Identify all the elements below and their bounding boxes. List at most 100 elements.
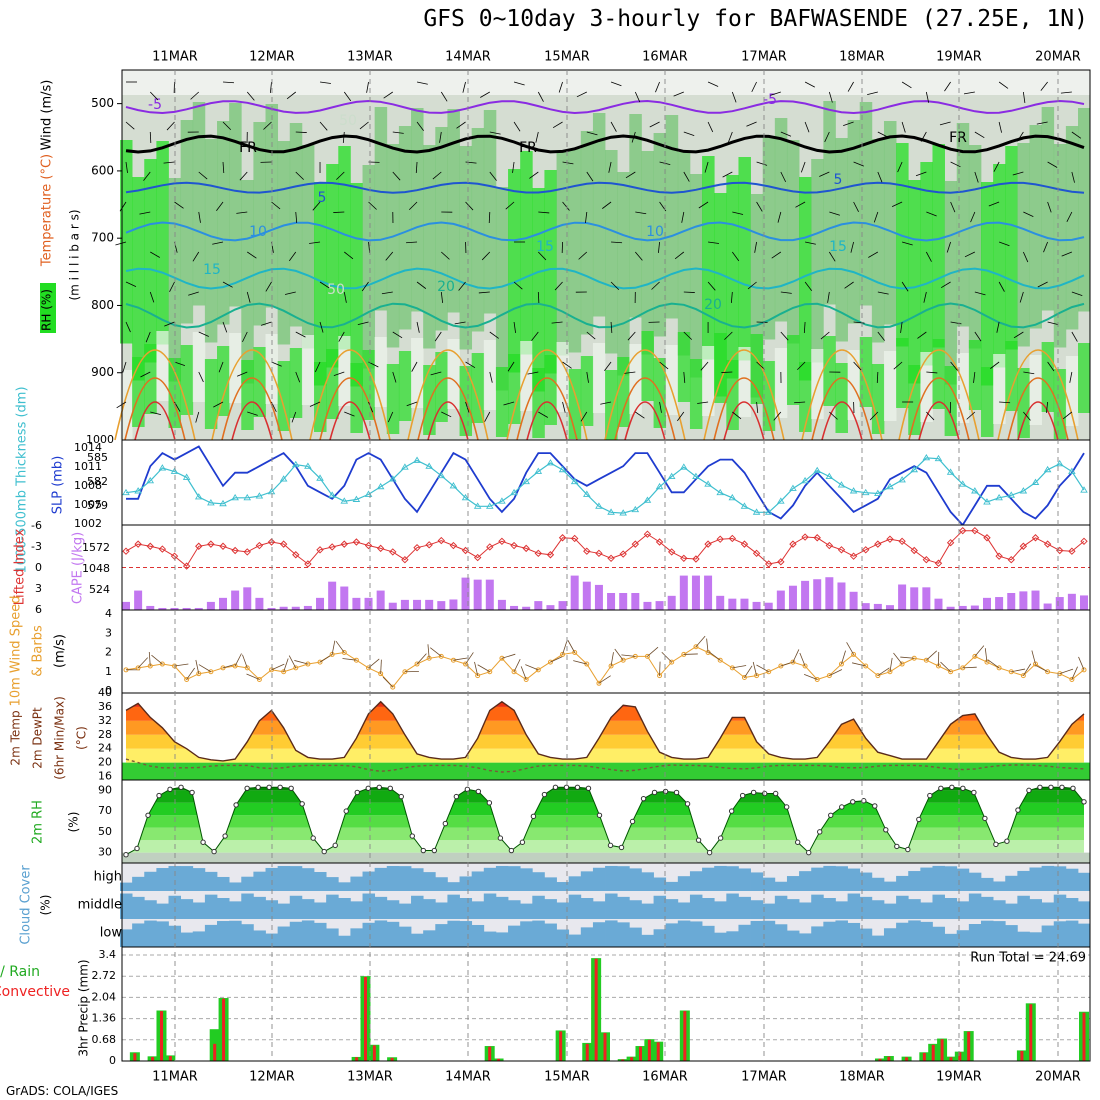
cloud-cover-cell (689, 871, 703, 891)
rh-point (475, 788, 482, 795)
wind-barb (578, 251, 588, 260)
temp-axis-label: (6hr Min/Max) (53, 696, 67, 780)
wind-barb (188, 291, 199, 296)
date-label-bottom: 18MAR (839, 1070, 885, 1085)
wind-barb (805, 241, 816, 245)
wind-barb (998, 81, 1009, 89)
wind-speed-point (644, 653, 650, 659)
precip-convective-bar (931, 1044, 935, 1061)
rh-point (806, 849, 812, 856)
wind-barb (441, 251, 450, 260)
wind-barb (661, 651, 672, 663)
thickness-point (219, 499, 227, 507)
rh-point (596, 812, 603, 818)
wind-speed-point (717, 657, 723, 663)
wind-barb (1031, 650, 1036, 665)
cloud-cover-cell (1041, 902, 1055, 919)
li-tick-label: -6 (31, 519, 42, 532)
wind-barb (780, 171, 787, 183)
wind-barb (1012, 171, 1024, 176)
wind-barb (974, 171, 979, 183)
date-label-top: 15MAR (544, 50, 590, 65)
wind-speed-point (232, 663, 238, 669)
cape-bar (340, 586, 349, 610)
pressure-tick-label: 500 (91, 96, 114, 110)
precip-convective-bar (168, 1056, 172, 1061)
wind-barb (1040, 81, 1048, 91)
cloud-level-label: high (94, 870, 122, 885)
precip-convective-bar (1020, 1051, 1024, 1061)
warm-contour (211, 349, 293, 441)
cloud-cover-cell (883, 903, 897, 919)
wind-barb (213, 401, 224, 408)
wind-barb (681, 211, 685, 223)
wind-barb (998, 121, 1002, 133)
wind-barb (974, 645, 985, 657)
rh-shading (447, 339, 460, 409)
rh-point (486, 800, 493, 806)
wind-barb (137, 657, 148, 669)
warm-contour (221, 377, 283, 441)
slp-thickness-panel: 585 582 579 1014 1011 1008 1005 1002 1000-500mb … (15, 386, 1090, 574)
wind-barb (295, 171, 304, 180)
wind-barb (1023, 251, 1029, 263)
rh-shading (217, 346, 230, 416)
cloud-cover-cell (665, 923, 679, 947)
cloud-cover-cell (277, 926, 291, 947)
wind-barb (319, 281, 330, 289)
cloud-cover-cell (1078, 872, 1091, 891)
temp-tick-label: 28 (98, 728, 112, 741)
cloud-cover-cell (774, 881, 788, 891)
wind-barb (465, 201, 474, 211)
rh-shading (398, 126, 412, 330)
rh-tick-label: 30 (98, 846, 112, 859)
wind-barb (674, 251, 685, 260)
cape-bar (400, 599, 409, 610)
cape-bar (691, 575, 700, 610)
precip-convective-bar (585, 1043, 589, 1061)
cloud-cover-cell (592, 901, 606, 919)
temperature-contour (125, 221, 1085, 242)
wind-barb (900, 656, 915, 659)
wind-barb (974, 331, 982, 342)
li-point (655, 538, 664, 546)
wind-barb (246, 291, 251, 303)
wind-barb (342, 658, 357, 661)
rh-point (971, 789, 977, 796)
contour-label: 5 (834, 172, 843, 188)
rh-shading (229, 103, 242, 307)
wind-barb (246, 673, 260, 680)
wind-barb (503, 401, 515, 406)
cloud-cover-cell (811, 926, 824, 947)
cloud-cover-cell (762, 920, 776, 947)
wind-barb (489, 131, 501, 135)
cloud-cover-cell (471, 871, 485, 891)
cloud-cover-cell (774, 895, 788, 919)
cloud-cover-cell (617, 866, 630, 891)
wind-barb (295, 211, 298, 223)
wind-barb (295, 331, 306, 338)
wind-speed-point (535, 667, 541, 673)
cape-bar (328, 581, 337, 610)
cloud-cover-cell (253, 896, 266, 919)
wind-barb (116, 401, 127, 409)
wind-barb (198, 331, 209, 337)
li-point (1080, 537, 1088, 545)
thickness-point (1031, 478, 1040, 485)
rh-shading (435, 127, 448, 331)
date-label-bottom: 12MAR (249, 1070, 295, 1085)
wind-barb (1047, 161, 1058, 168)
thickness-point (971, 487, 979, 494)
wind-barb (1047, 361, 1055, 372)
cloud-cover-cell (544, 877, 557, 891)
thickness-point (510, 488, 518, 496)
li-point (680, 554, 688, 562)
wind-barb (174, 201, 184, 209)
contour-label: 50 (339, 113, 357, 129)
rh-point (883, 827, 889, 833)
wind-barb (148, 651, 151, 667)
cloud-cover-cell (968, 924, 982, 947)
wind-speed-point (778, 663, 784, 669)
slp-tick-label: 1011 (74, 460, 102, 473)
rh-point (938, 785, 944, 791)
